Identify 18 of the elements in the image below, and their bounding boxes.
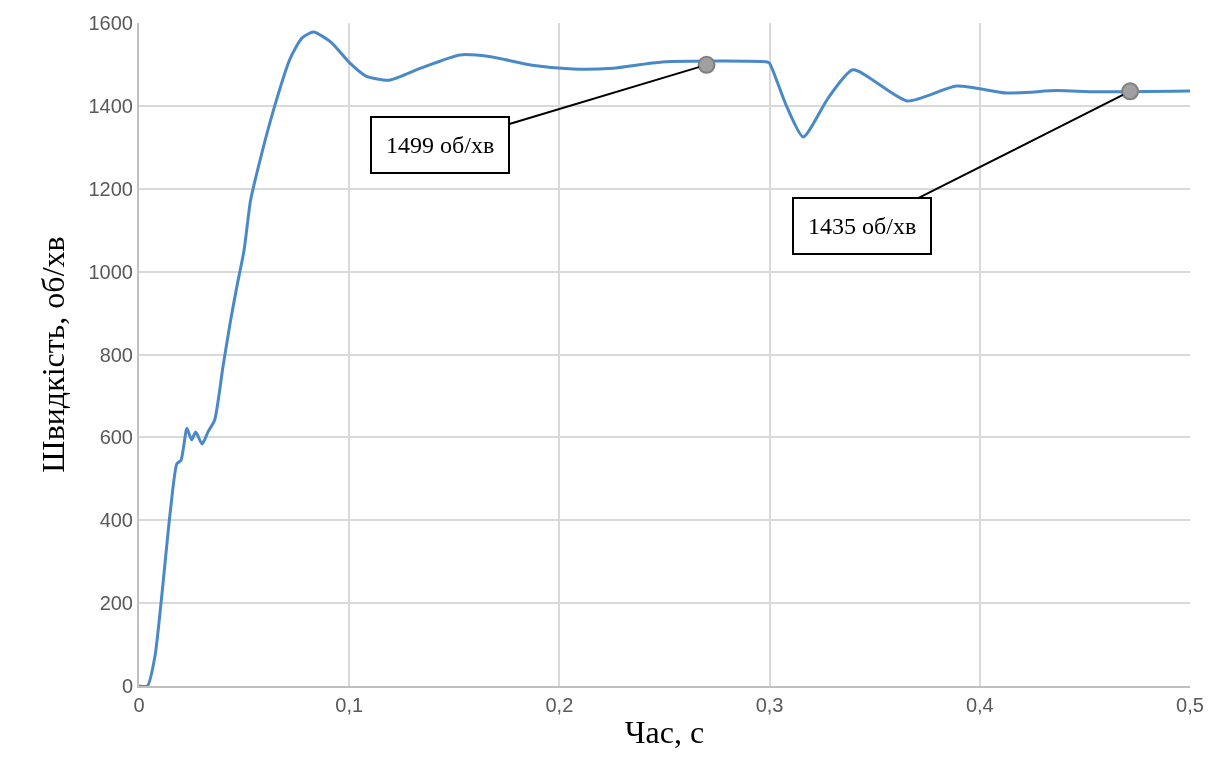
x-tick-label: 0,3 <box>755 694 784 716</box>
y-tick-label: 0 <box>121 675 133 697</box>
y-tick-label: 600 <box>99 426 133 449</box>
y-tick-label: 400 <box>99 509 133 532</box>
y-tick-label: 1200 <box>88 177 133 200</box>
y-tick-label: 1600 <box>88 12 133 34</box>
x-axis-title: Час, с <box>624 714 705 751</box>
x-tick-label: 0,1 <box>335 694 364 716</box>
x-tick-label: 0,5 <box>1176 694 1204 716</box>
annotation: 1499 об/хв <box>386 132 495 158</box>
x-tick-label: 0,4 <box>965 694 994 716</box>
annotation: 1435 об/хв <box>808 213 917 239</box>
y-tick-label: 1000 <box>88 260 133 283</box>
y-tick-label: 1400 <box>88 94 133 117</box>
y-axis-title: Швидкість, об/хв <box>35 236 72 473</box>
y-tick-label: 800 <box>99 343 133 366</box>
x-tick-label: 0,2 <box>545 694 574 716</box>
y-tick-label: 200 <box>99 592 133 615</box>
